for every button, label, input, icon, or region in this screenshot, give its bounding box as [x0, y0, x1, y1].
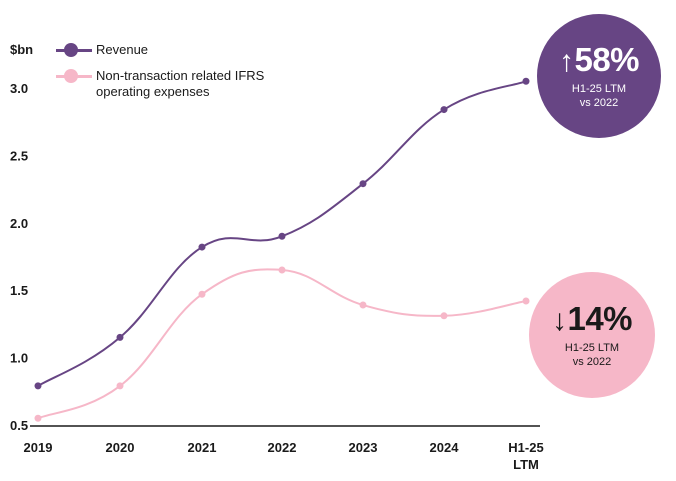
opex-point-2020 [116, 382, 124, 390]
x-tick-label: 2020 [106, 440, 135, 455]
x-tick-label: 2024 [430, 440, 460, 455]
y-tick-label: 1.5 [10, 283, 28, 298]
revenue-growth-period: H1-25 LTM [571, 83, 627, 95]
opex-point-2023 [359, 301, 367, 309]
revenue-point-2019 [34, 382, 42, 390]
revenue-point-2023 [359, 180, 367, 188]
y-tick-label: 3.0 [10, 81, 28, 96]
legend-marker-revenue [56, 42, 96, 58]
legend-label-opex: Non-transaction related IFRS operating e… [96, 68, 265, 99]
x-tick-label: 2021 [188, 440, 217, 455]
revenue-growth-badge: ↑58% H1-25 LTM vs 2022 [537, 14, 661, 138]
opex-point-2024 [440, 312, 448, 320]
opex-change-percent: 14% [567, 300, 633, 337]
opex-change-value: ↓14% [551, 300, 633, 339]
x-tick-label: H1-25 [508, 440, 543, 455]
arrow-up-icon: ↑ [558, 45, 574, 78]
x-tick-label: 2022 [268, 440, 297, 455]
y-axis-unit: $bn [10, 42, 33, 57]
legend: Revenue Non-transaction related IFRS ope… [56, 42, 316, 110]
revenue-point-2024 [440, 106, 448, 114]
opex-change-period: H1-25 LTM [564, 342, 620, 354]
opex-change-badge: ↓14% H1-25 LTM vs 2022 [529, 272, 655, 398]
x-tick-label: 2019 [24, 440, 53, 455]
revenue-point-2020 [116, 333, 124, 341]
y-tick-label: 2.5 [10, 148, 28, 163]
y-tick-label: 2.0 [10, 216, 28, 231]
legend-item-opex: Non-transaction related IFRS operating e… [56, 68, 316, 100]
revenue-point-h1-25-ltm [522, 77, 530, 85]
legend-item-revenue: Revenue [56, 42, 316, 58]
revenue-growth-percent: 58% [574, 41, 640, 78]
revenue-point-2022 [278, 232, 286, 240]
revenue-growth-value: ↑58% [558, 41, 640, 80]
revenue-growth-comparison: vs 2022 [579, 97, 619, 109]
arrow-down-icon: ↓ [551, 304, 567, 337]
opex-point-2019 [34, 414, 42, 422]
y-tick-label: 1.0 [10, 351, 28, 366]
x-tick-label: 2023 [349, 440, 378, 455]
opex-point-h1-25-ltm [522, 297, 530, 305]
legend-marker-opex [56, 68, 96, 84]
opex-change-comparison: vs 2022 [572, 356, 612, 368]
revenue-point-2021 [198, 243, 206, 251]
opex-point-2022 [278, 266, 286, 274]
opex-point-2021 [198, 290, 206, 298]
x-tick-label: LTM [513, 457, 539, 472]
legend-label-revenue: Revenue [96, 42, 149, 57]
y-tick-label: 0.5 [10, 418, 28, 433]
